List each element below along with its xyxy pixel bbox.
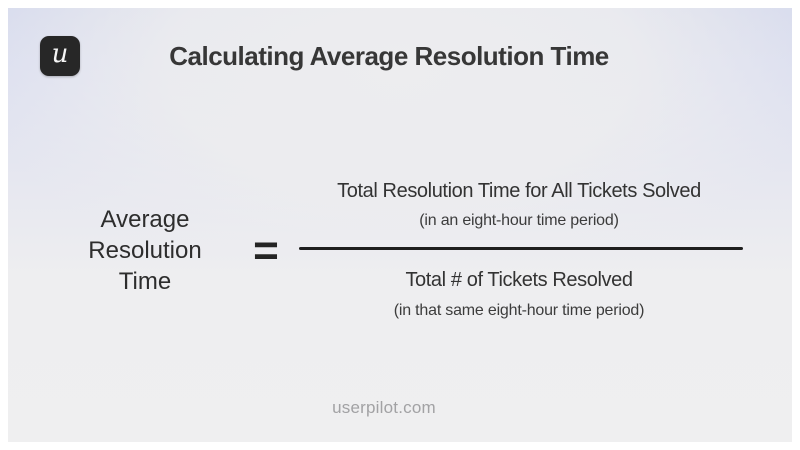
footer-website: userpilot.com [332,398,436,417]
numerator-note-text: (in an eight-hour time period) [419,212,619,229]
userpilot-logo-letter: u [51,39,69,69]
fraction-bar [299,247,743,250]
denominator-note-text: (in that same eight-hour time period) [393,302,645,319]
formula-lhs-line: Time [118,268,172,295]
formula-fraction: Total Resolution Time for All Tickets So… [293,180,745,330]
userpilot-logo: u [40,36,80,76]
slide-canvas: u Calculating Average Resolution Time Av… [8,8,792,442]
formula-lhs-line: Average [100,206,190,233]
formula-lhs-label: Average Resolution Time [65,204,225,297]
equals-sign: = [253,226,279,275]
numerator-main-text: Total Resolution Time for All Tickets So… [337,180,701,202]
denominator-main-text: Total # of Tickets Resolved [405,269,633,291]
formula-lhs-line: Resolution [88,237,202,264]
page-title: Calculating Average Resolution Time [169,41,609,71]
